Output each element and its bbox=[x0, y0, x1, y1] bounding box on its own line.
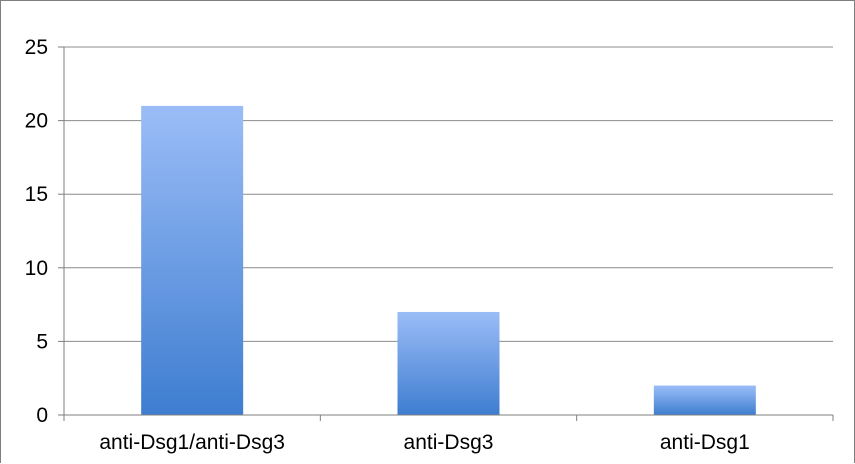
x-tick-label: anti-Dsg3 bbox=[404, 431, 494, 454]
y-tick-label: 10 bbox=[25, 257, 48, 280]
y-tick-label: 20 bbox=[25, 110, 48, 133]
y-tick-label: 0 bbox=[36, 404, 48, 427]
axes bbox=[58, 46, 834, 421]
x-tick-label: anti-Dsg1/anti-Dsg3 bbox=[99, 431, 285, 454]
tick-labels: 0 5 10 15 20 25 anti-Dsg1/anti-Dsg3 anti-Dsg3 an… bbox=[25, 36, 750, 454]
bar bbox=[141, 105, 244, 415]
y-tick-label: 5 bbox=[36, 330, 48, 353]
bar bbox=[653, 385, 756, 415]
y-tick-label: 25 bbox=[25, 36, 48, 59]
bars bbox=[141, 105, 756, 415]
bar bbox=[397, 311, 500, 415]
y-tick-label: 15 bbox=[25, 183, 48, 206]
x-tick-label: anti-Dsg1 bbox=[660, 431, 750, 454]
